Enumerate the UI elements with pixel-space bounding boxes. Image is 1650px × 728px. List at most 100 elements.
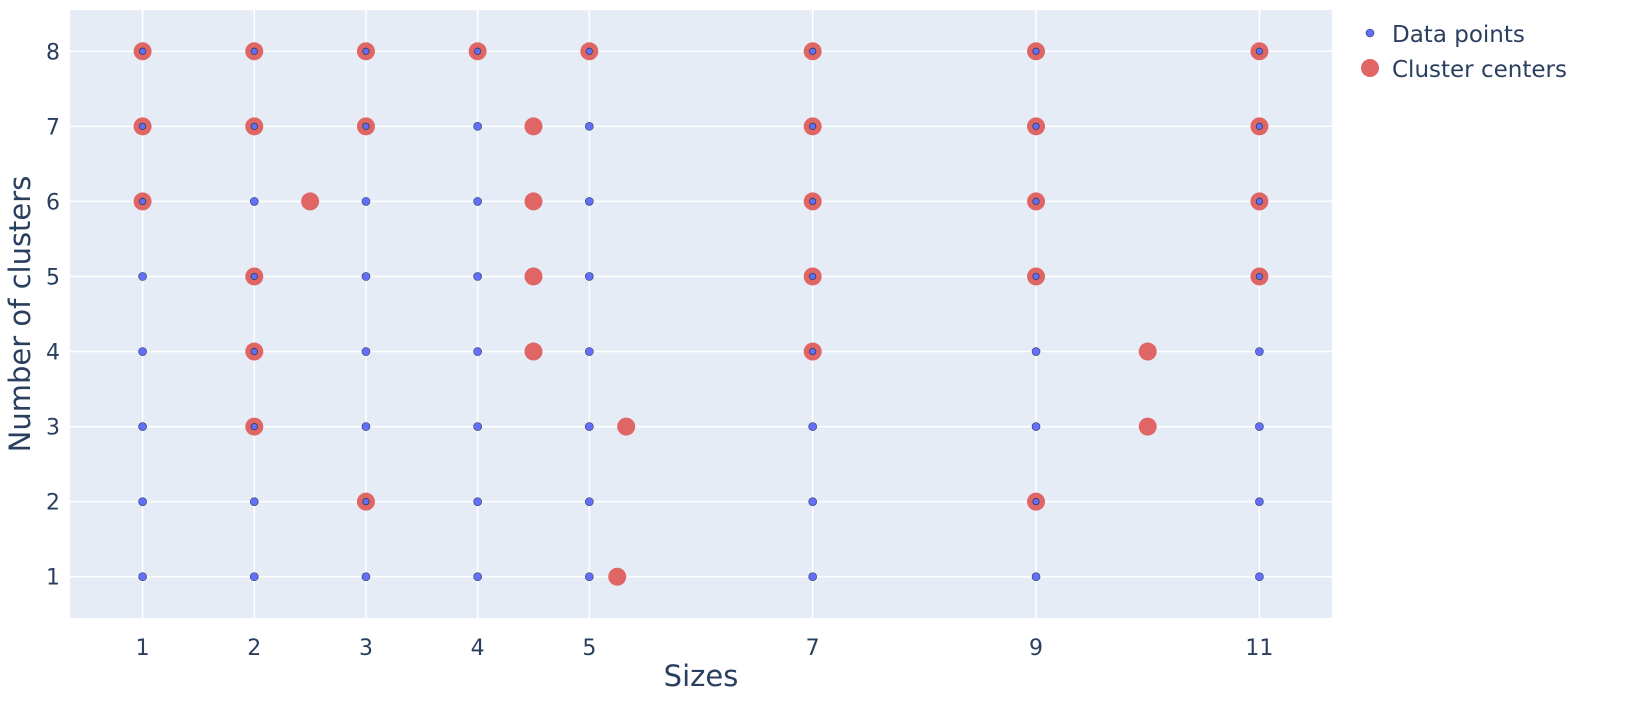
cluster-centers-series[interactable]	[133, 42, 1269, 586]
data-point-overlay[interactable]	[138, 122, 147, 130]
data-point[interactable]	[473, 572, 482, 582]
data-point[interactable]	[1255, 497, 1264, 506]
data-point-overlay[interactable]	[809, 197, 817, 206]
data-point[interactable]	[808, 497, 817, 506]
y-tick-label: 2	[46, 491, 60, 516]
data-point-overlay[interactable]	[250, 122, 258, 130]
data-point[interactable]	[1031, 422, 1041, 431]
x-tick-label: 11	[1245, 636, 1273, 661]
data-point[interactable]	[249, 197, 259, 206]
cluster-center[interactable]	[524, 267, 543, 286]
cluster-center[interactable]	[617, 417, 636, 436]
x-tick-label: 4	[471, 636, 485, 661]
y-axis-title: Number of clusters	[3, 176, 37, 453]
y-tick-label: 1	[46, 566, 60, 591]
x-axis-ticks: 1 2 3 4 5 7 9 11	[136, 636, 1274, 661]
data-point[interactable]	[585, 347, 594, 356]
data-point-overlay[interactable]	[1255, 197, 1264, 206]
y-axis-ticks: 1 2 3 4 5 6 7 8	[46, 40, 60, 590]
data-point-overlay[interactable]	[1032, 122, 1040, 130]
cluster-center[interactable]	[524, 117, 543, 136]
data-point[interactable]	[138, 497, 147, 506]
data-point[interactable]	[138, 422, 147, 431]
x-tick-label: 3	[359, 636, 373, 661]
data-point-overlay[interactable]	[362, 47, 370, 55]
y-tick-label: 4	[46, 341, 60, 366]
data-point-overlay[interactable]	[362, 122, 370, 130]
data-point-overlay[interactable]	[809, 347, 817, 356]
data-point-overlay[interactable]	[250, 272, 258, 281]
grid-lines	[70, 10, 1332, 618]
data-point[interactable]	[361, 422, 371, 431]
data-point-overlay[interactable]	[250, 422, 258, 431]
data-point[interactable]	[808, 572, 817, 582]
data-point-overlay[interactable]	[138, 47, 147, 55]
data-point-overlay[interactable]	[1255, 122, 1264, 130]
data-point-overlay[interactable]	[585, 47, 593, 55]
legend-marker-cluster-centers[interactable]	[1361, 59, 1379, 77]
data-point[interactable]	[585, 197, 594, 206]
data-point[interactable]	[585, 497, 594, 506]
cluster-center[interactable]	[1138, 342, 1157, 361]
data-point-overlay[interactable]	[809, 272, 817, 281]
data-point-overlay[interactable]	[250, 47, 258, 55]
legend[interactable]: Data points Cluster centers	[1361, 22, 1567, 83]
data-point-overlay[interactable]	[1032, 498, 1040, 506]
data-point[interactable]	[473, 497, 482, 506]
data-point-overlay[interactable]	[362, 498, 370, 506]
cluster-center[interactable]	[1138, 417, 1157, 436]
y-tick-label: 3	[46, 416, 60, 441]
data-point[interactable]	[585, 272, 594, 281]
data-point[interactable]	[361, 347, 371, 356]
data-point[interactable]	[138, 572, 147, 582]
y-tick-label: 7	[46, 115, 60, 140]
data-point-overlay[interactable]	[138, 197, 147, 206]
data-point[interactable]	[1255, 572, 1264, 582]
data-point[interactable]	[249, 497, 259, 506]
cluster-center[interactable]	[608, 567, 627, 586]
data-point-overlay[interactable]	[809, 122, 817, 130]
plot-area	[70, 10, 1332, 618]
data-point[interactable]	[585, 572, 594, 582]
y-tick-label: 6	[46, 190, 60, 215]
data-point[interactable]	[249, 572, 259, 582]
x-tick-label: 9	[1029, 636, 1043, 661]
data-point[interactable]	[1255, 422, 1264, 431]
data-point-overlay[interactable]	[474, 47, 482, 55]
data-point[interactable]	[138, 347, 147, 356]
data-point[interactable]	[1031, 347, 1041, 356]
data-point-overlay[interactable]	[1032, 47, 1040, 55]
y-tick-label: 5	[46, 265, 60, 290]
data-point[interactable]	[1255, 347, 1264, 356]
x-tick-label: 2	[247, 636, 261, 661]
data-point-overlay[interactable]	[1032, 197, 1040, 206]
data-point-overlay[interactable]	[1032, 272, 1040, 281]
data-point-overlay[interactable]	[250, 347, 258, 356]
data-point[interactable]	[138, 272, 147, 281]
data-point[interactable]	[808, 422, 817, 431]
cluster-center[interactable]	[301, 192, 320, 211]
data-point[interactable]	[361, 572, 371, 582]
data-point-overlay[interactable]	[1255, 272, 1264, 281]
data-point[interactable]	[473, 272, 482, 281]
x-tick-label: 7	[806, 636, 820, 661]
cluster-center[interactable]	[524, 192, 543, 211]
legend-label-data-points[interactable]: Data points	[1392, 22, 1525, 48]
data-point[interactable]	[585, 422, 594, 431]
data-point[interactable]	[361, 272, 371, 281]
data-point[interactable]	[473, 197, 482, 206]
data-point[interactable]	[473, 422, 482, 431]
data-point-overlay[interactable]	[809, 47, 817, 55]
legend-label-cluster-centers[interactable]: Cluster centers	[1392, 57, 1567, 83]
data-point[interactable]	[585, 122, 594, 131]
legend-marker-data-points[interactable]	[1365, 28, 1375, 38]
data-point[interactable]	[473, 122, 482, 131]
data-point-overlay[interactable]	[1255, 47, 1264, 55]
data-point[interactable]	[473, 347, 482, 356]
data-point[interactable]	[361, 197, 371, 206]
data-point[interactable]	[1031, 572, 1041, 582]
x-axis-title: Sizes	[664, 659, 739, 693]
cluster-center[interactable]	[524, 342, 543, 361]
